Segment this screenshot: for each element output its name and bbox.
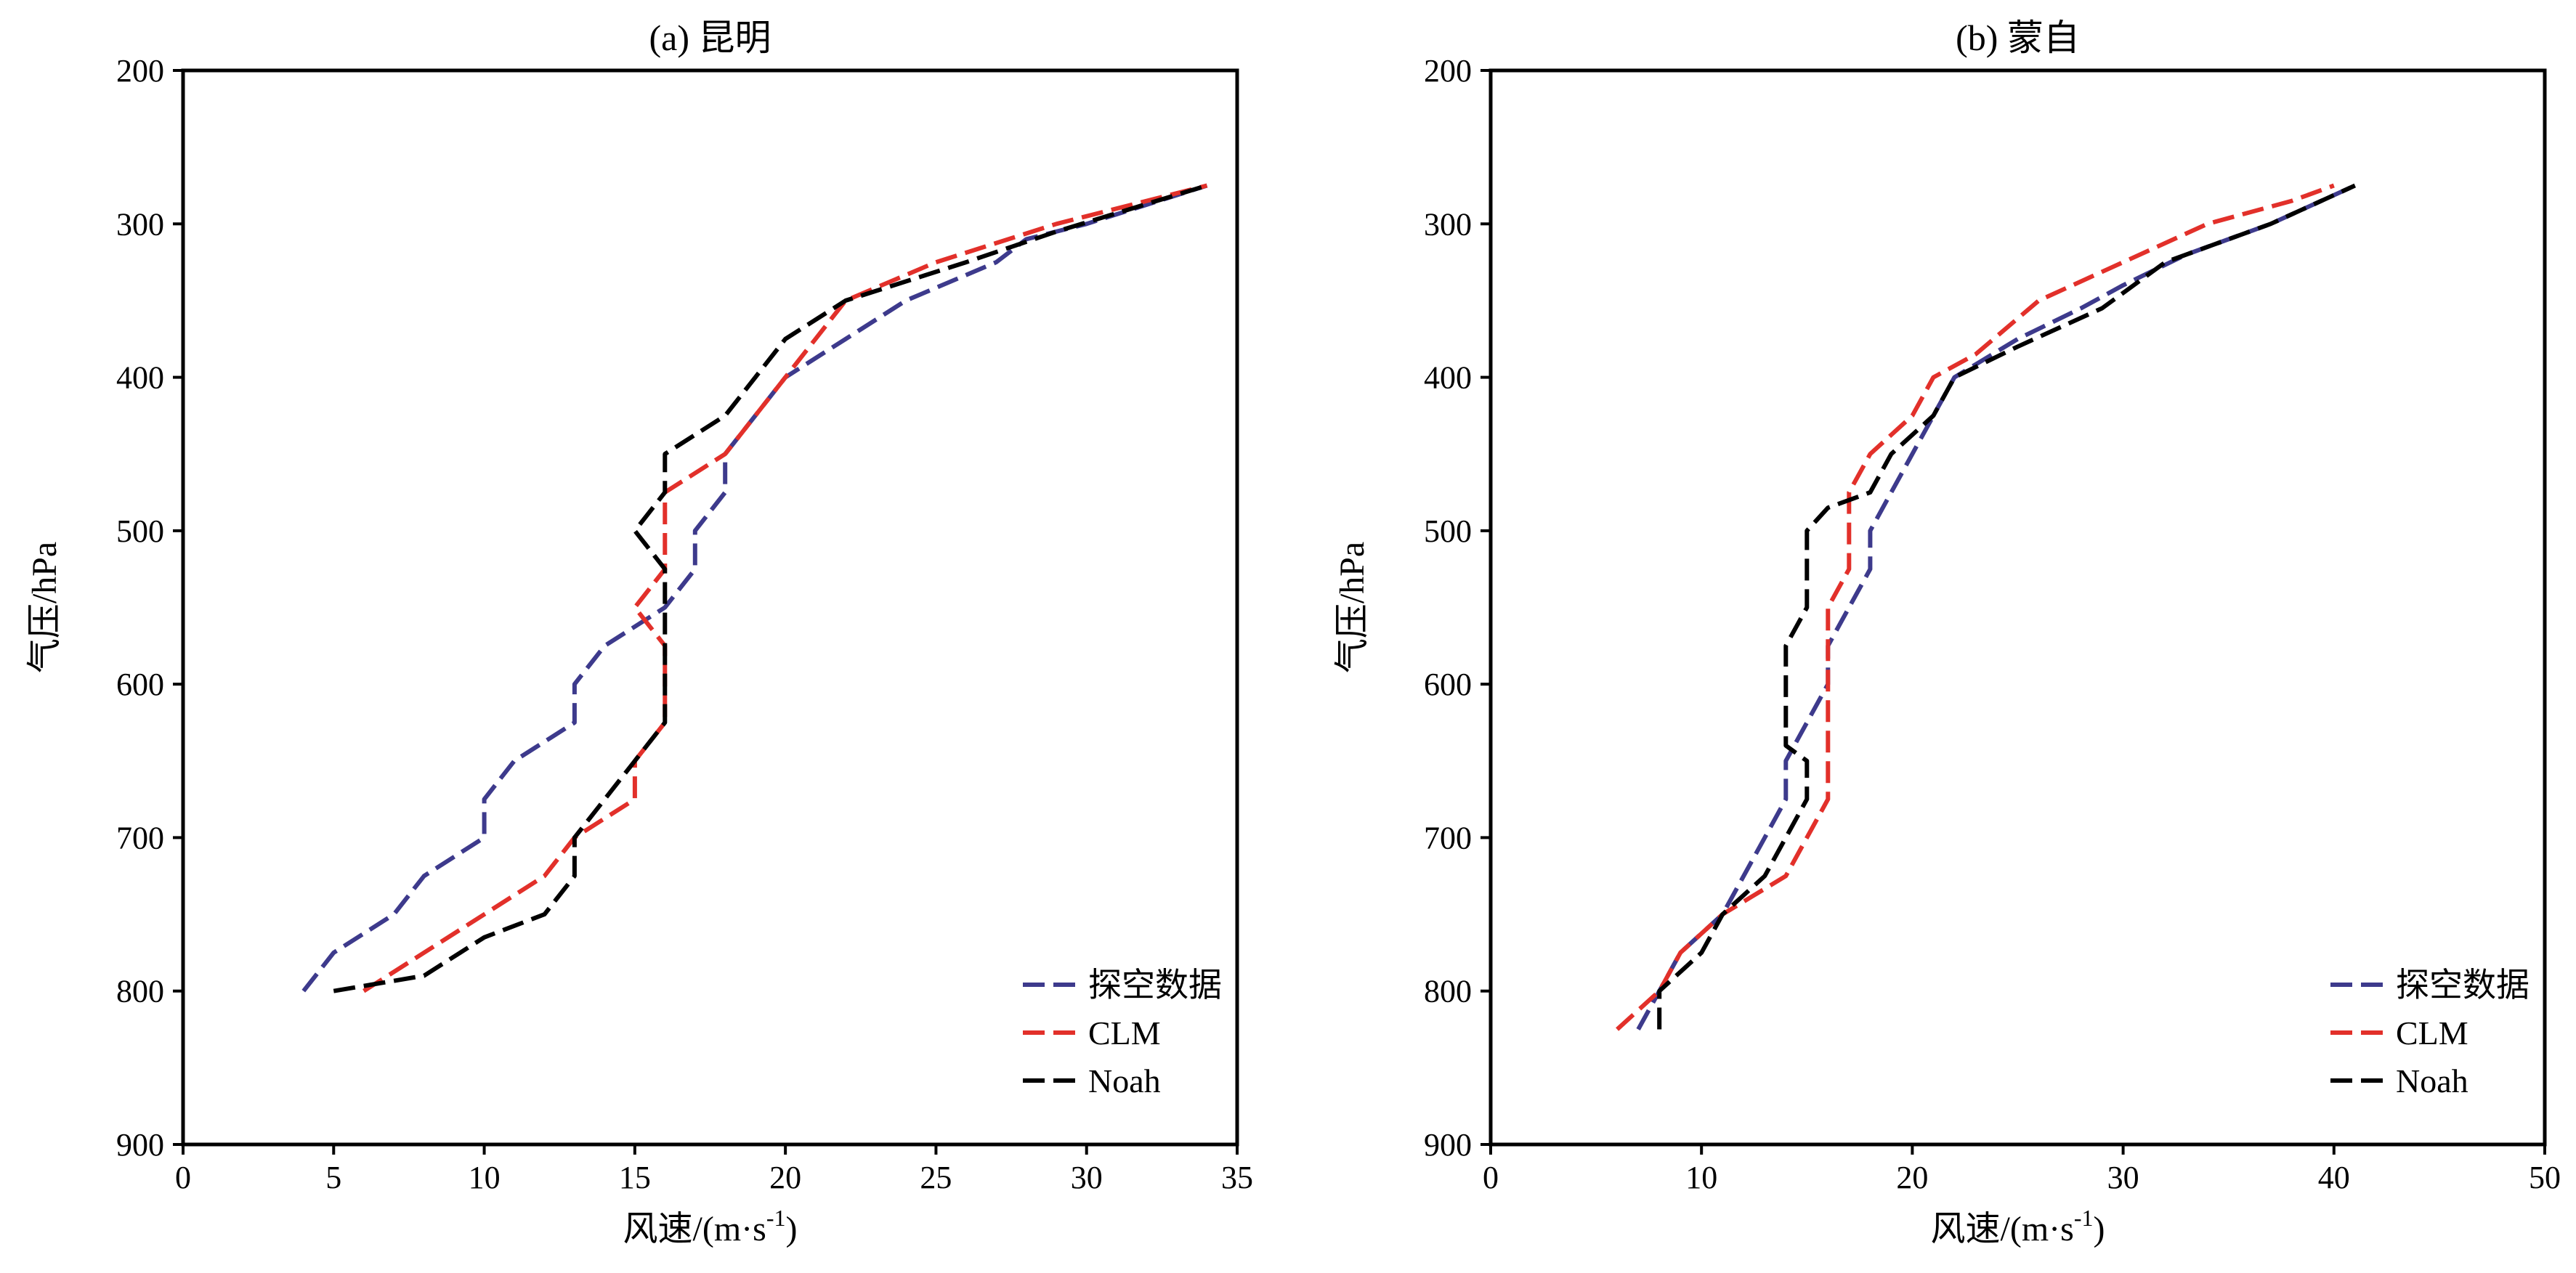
x-tick-label: 15 [619, 1160, 651, 1195]
series-line-clm [1616, 183, 2335, 1031]
y-tick-label: 700 [1424, 820, 1472, 855]
legend-label: CLM [2396, 1014, 2468, 1052]
series-line-clm [362, 183, 1208, 993]
x-axis-label-main: 风速/(m·s [623, 1210, 766, 1248]
y-tick-label: 500 [1424, 513, 1472, 549]
legend-label: Noah [1088, 1062, 1161, 1099]
x-tick-label: 10 [1685, 1160, 1717, 1195]
y-tick-label: 900 [1424, 1127, 1472, 1163]
chart-title: (a) 昆明 [649, 17, 771, 58]
series-line-noah [333, 183, 1208, 993]
y-tick-label: 900 [116, 1127, 164, 1163]
x-tick-label: 40 [2318, 1160, 2350, 1195]
y-tick-label: 300 [116, 206, 164, 242]
y-tick-label: 300 [1424, 206, 1472, 242]
y-tick-label: 400 [116, 360, 164, 396]
x-axis-label-main: 风速/(m·s [1931, 1210, 2074, 1248]
series-line-noah [1657, 183, 2357, 1030]
y-tick-label: 800 [1424, 974, 1472, 1009]
y-tick-label: 700 [116, 820, 164, 855]
x-axis-label-close: ) [2094, 1210, 2105, 1248]
plot-frame [1489, 68, 2547, 1147]
legend-label: 探空数据 [2396, 967, 2530, 1004]
y-tick-label: 200 [116, 53, 164, 89]
x-tick-label: 35 [1221, 1160, 1253, 1195]
x-tick-label: 5 [325, 1160, 341, 1195]
chart-kunming: (a) 昆明 0 5 10 15 20 25 30 35 200 300 400 500 600 700 80… [25, 17, 1253, 1248]
y-axis-label: 气压/hPa [25, 542, 64, 673]
x-tick-label: 20 [769, 1160, 801, 1195]
x-axis-label: 风速/(m·s-1) [1931, 1205, 2105, 1248]
x-tick-label: 0 [1483, 1160, 1499, 1195]
series-line-sounding [301, 183, 1208, 993]
y-tick-label: 600 [116, 667, 164, 702]
y-tick-label: 600 [1424, 667, 1472, 702]
x-axis-label-sup: -1 [2074, 1205, 2094, 1231]
x-axis-label-close: ) [786, 1210, 798, 1248]
y-tick-label: 800 [116, 974, 164, 1009]
x-tick-label: 25 [920, 1160, 952, 1195]
chart-title: (b) 蒙自 [1956, 17, 2080, 58]
x-tick-label: 50 [2529, 1160, 2561, 1195]
y-tick-label: 400 [1424, 360, 1472, 396]
x-tick-label: 30 [1071, 1160, 1103, 1195]
plot-frame [181, 68, 1239, 1147]
legend-label: Noah [2396, 1062, 2468, 1099]
x-tick-label: 0 [175, 1160, 191, 1195]
series-line-sounding [1636, 183, 2357, 1030]
x-tick-label: 10 [469, 1160, 501, 1195]
legend-label: CLM [1088, 1014, 1161, 1052]
x-tick-label: 30 [2107, 1160, 2139, 1195]
chart-mengzi: (b) 蒙自 0 10 20 30 40 50 200 300 400 500 600 700 800 90… [1333, 17, 2561, 1248]
y-tick-label: 500 [116, 513, 164, 549]
y-tick-label: 200 [1424, 53, 1472, 89]
x-tick-label: 20 [1896, 1160, 1928, 1195]
y-axis-label: 气压/hPa [1333, 542, 1372, 673]
legend-label: 探空数据 [1088, 967, 1222, 1004]
x-axis-label-sup: -1 [766, 1205, 786, 1231]
x-axis-label: 风速/(m·s-1) [623, 1205, 798, 1248]
